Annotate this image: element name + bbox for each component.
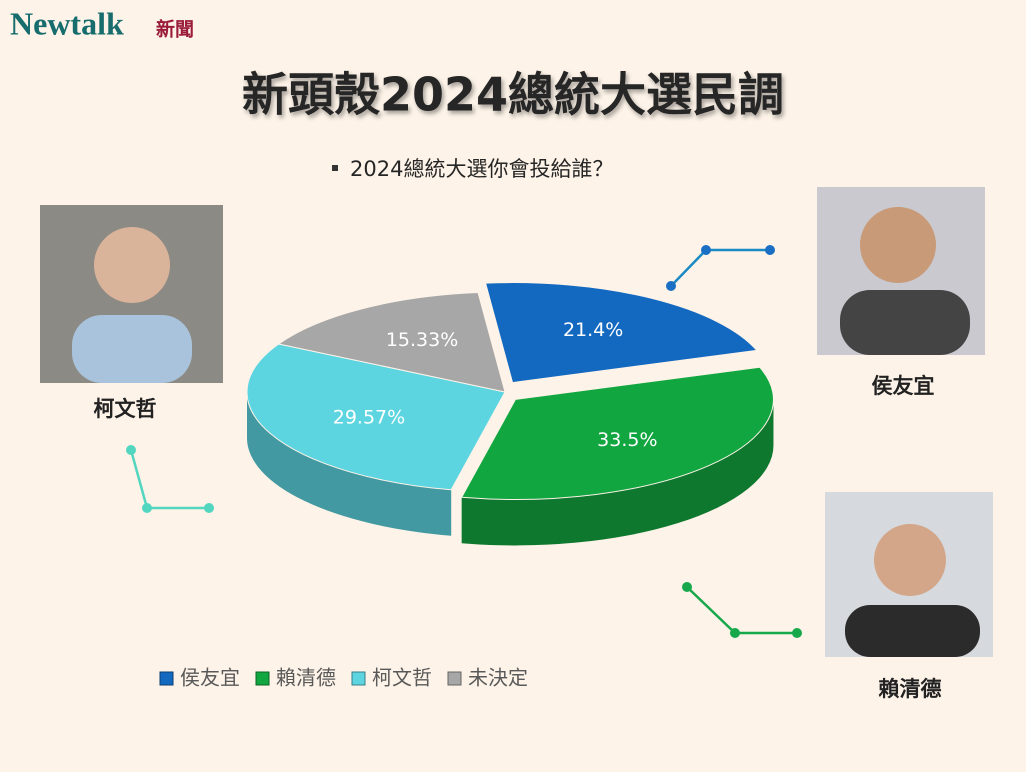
slice bbox=[460, 366, 774, 500]
legend: 侯友宜 賴清德 柯文哲 未決定 bbox=[159, 666, 528, 690]
legend-swatch bbox=[351, 671, 366, 686]
slice-side bbox=[247, 392, 452, 536]
value-label: 33.5% bbox=[597, 429, 657, 451]
legend-swatch bbox=[447, 671, 462, 686]
brand-name: Newtalk bbox=[10, 5, 124, 41]
candidate-name: 柯文哲 bbox=[94, 397, 157, 421]
slice bbox=[484, 282, 758, 384]
value-label: 15.33% bbox=[386, 329, 458, 351]
slice bbox=[277, 292, 506, 393]
value-label: 29.57% bbox=[333, 406, 405, 428]
legend-label: 侯友宜 bbox=[180, 666, 240, 690]
legend-label: 賴清德 bbox=[276, 666, 336, 690]
connector-dot bbox=[126, 245, 802, 638]
photo bbox=[825, 492, 993, 657]
candidate-name: 賴清德 bbox=[879, 677, 942, 701]
legend-label: 未決定 bbox=[468, 666, 528, 690]
brand-tag: 新聞 bbox=[156, 18, 194, 41]
legend-swatch bbox=[159, 671, 174, 686]
legend-swatch bbox=[255, 671, 270, 686]
photo bbox=[40, 205, 223, 383]
bullet bbox=[332, 165, 338, 171]
pie: 21.4% 33.5% 29.57% 15.33% bbox=[246, 282, 774, 546]
chart-title: 新頭殼2024總統大選民調 bbox=[242, 68, 784, 122]
candidate-name: 侯友宜 bbox=[872, 374, 935, 398]
value-label: 21.4% bbox=[563, 319, 623, 341]
slice-side bbox=[461, 399, 774, 546]
photo bbox=[817, 187, 985, 355]
slice bbox=[246, 343, 506, 491]
legend-label: 柯文哲 bbox=[372, 666, 432, 690]
chart-subtitle: 2024總統大選你會投給誰？ bbox=[350, 157, 613, 181]
